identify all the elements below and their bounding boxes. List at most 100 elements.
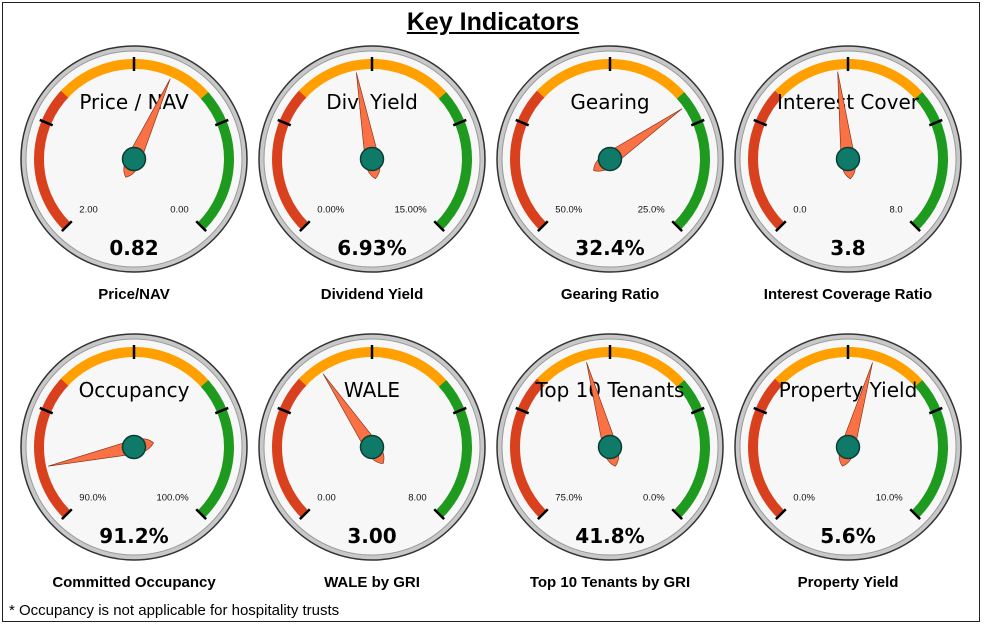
gauge-tick [195,508,208,521]
gauge-tick [909,508,922,521]
gauge-min-label: 0.00 [317,493,335,504]
gauge-band-green [197,92,234,230]
gauge-min-label: 0.0 [793,205,806,216]
gauge-tick [671,220,684,233]
gauge-value: 3.00 [347,524,396,548]
gauge-band-green [911,92,948,230]
gauge-dial: Property Yield 0.0% 10.0% 5.6% [734,333,962,561]
gauge-band-green [673,380,710,518]
gauge-tick [928,406,943,415]
gauge-tick [433,220,446,233]
gauge-hub [835,434,861,460]
gauge-tick [536,508,549,521]
gauge-band-orange [536,59,687,102]
gauge-max-label: 8.00 [408,493,427,504]
gauge-tick [195,220,208,233]
gauge-band-green [435,380,472,518]
gauge-band-orange [774,347,925,390]
gauge-tick [909,220,922,233]
gauge-hub [121,434,147,460]
gauge-caption: Top 10 Tenants by GRI [529,574,691,591]
gauge-value: 91.2% [99,524,168,548]
gauge-value: 5.6% [820,524,875,548]
gauge-title: Interest Cover [777,90,920,114]
gauge-title: Div. Yield [326,90,418,114]
gauge-max-label: 8.0 [889,205,902,216]
gauge-max-label: 25.0% [638,205,665,216]
gauge-dial: Top 10 Tenants 75.0% 0.0% 41.8% [496,333,724,561]
gauge-band-red [510,376,547,518]
gauge-band-green [435,92,472,230]
gauge-value: 32.4% [575,236,644,260]
page-title: Key Indicators [406,8,580,36]
gauge-tick [298,220,311,233]
gauge-tick [515,406,530,415]
gauge-band-orange [60,347,211,390]
gauge-caption: Property Yield [797,574,899,591]
gauge-tick [536,220,549,233]
gauge-tick [690,406,705,415]
gauge-band-red [748,88,785,230]
gauge-band-red [272,88,309,230]
gauge-caption: Gearing Ratio [560,286,660,303]
gauge-tick [60,508,73,521]
gauge-max-label: 0.0% [643,493,665,504]
gauge-band-red [510,88,547,230]
gauge-tick [753,118,768,127]
gauge-tick [39,406,54,415]
gauge-caption: Committed Occupancy [52,574,216,591]
gauge-min-label: 75.0% [555,493,582,504]
gauge-min-label: 0.0% [793,493,815,504]
gauge-min-label: 90.0% [79,493,106,504]
gauge-dial: Gearing 50.0% 25.0% 32.4% [496,45,724,273]
gauge-hub [597,434,623,460]
gauge-tick [774,508,787,521]
gauge-tick [214,118,229,127]
gauge-max-label: 100.0% [156,493,189,504]
gauge-caption: Interest Coverage Ratio [763,286,933,303]
gauge-hub [359,146,385,172]
gauge-band-orange [536,347,687,390]
gauge-tick [753,406,768,415]
gauge-tick [277,406,292,415]
gauge-dial: Occupancy 90.0% 100.0% 91.2% [20,333,248,561]
gauge-tick [690,118,705,127]
gauge-min-label: 2.00 [79,205,98,216]
gauge-tick [433,508,446,521]
gauge-tick [298,508,311,521]
gauge-dial: Div. Yield 0.00% 15.00% 6.93% [258,45,486,273]
gauge-tick [60,220,73,233]
gauge-value: 41.8% [575,524,644,548]
gauge-hub [359,434,385,460]
gauge-min-label: 50.0% [555,205,582,216]
gauge-tick [452,406,467,415]
gauge-dial: Price / NAV 2.00 0.00 0.82 [20,45,248,273]
gauge-value: 0.82 [109,236,158,260]
gauge-band-red [34,376,71,518]
gauge-caption: WALE by GRI [324,574,420,591]
gauge-value: 6.93% [337,236,406,260]
gauge-title: Price / NAV [79,90,189,114]
gauge-tick [928,118,943,127]
gauge-min-label: 0.00% [317,205,344,216]
gauge-title: Top 10 Tenants [535,378,685,402]
gauge-band-red [748,376,785,518]
gauge-hub [597,146,623,172]
gauge-band-orange [298,347,449,390]
gauge-max-label: 10.0% [876,493,903,504]
gauge-tick [671,508,684,521]
footnote: * Occupancy is not applicable for hospit… [9,602,340,619]
gauge-value: 3.8 [830,236,865,260]
gauge-title: Gearing [570,90,649,114]
gauge-band-red [34,88,71,230]
gauge-band-green [911,380,948,518]
gauge-band-green [673,92,710,230]
gauge-band-red [272,376,309,518]
gauge-band-green [197,380,234,518]
gauge-caption: Price/NAV [98,286,170,303]
gauge-title: Property Yield [779,378,918,402]
gauge-tick [214,406,229,415]
gauge-tick [452,118,467,127]
gauge-band-orange [298,59,449,102]
